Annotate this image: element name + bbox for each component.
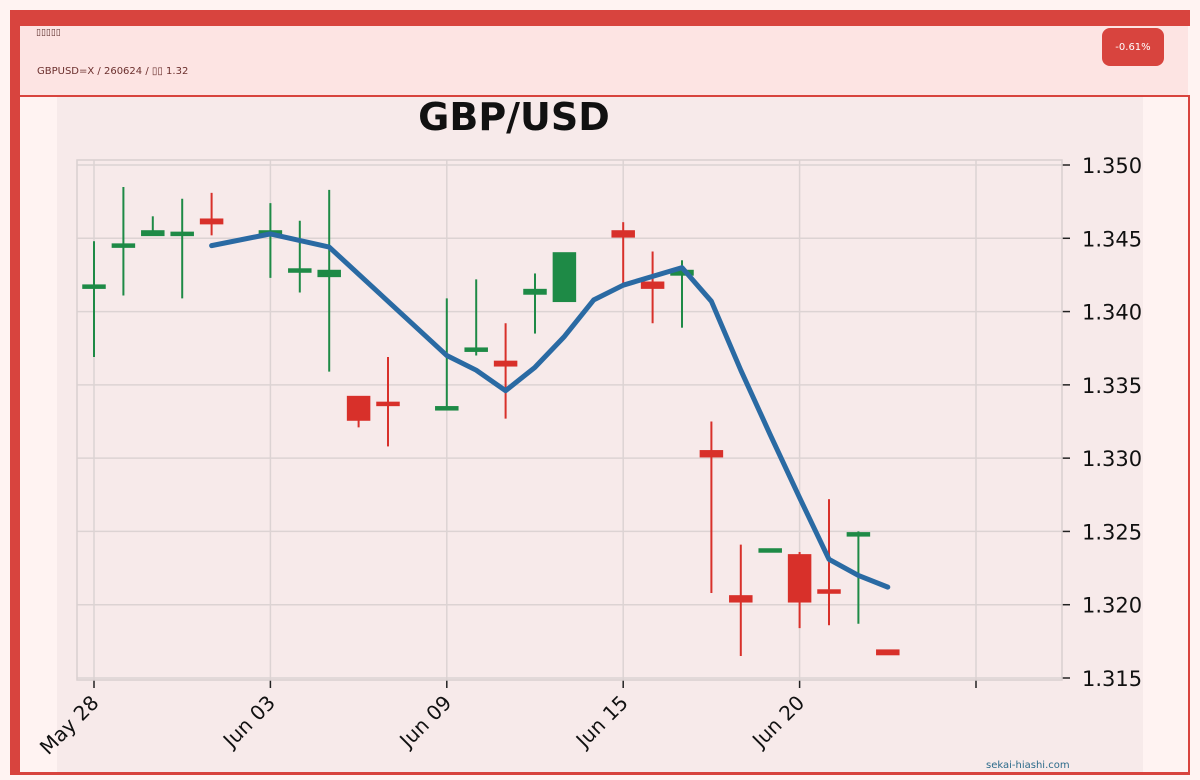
change-badge: -0.61% [1102,28,1164,66]
frame-left-bar [10,10,20,772]
y-tick-label: 1.330 [1082,447,1142,471]
x-tick-label: Jun 09 [393,691,456,754]
candle-body [346,395,371,421]
header-title: ▯▯▯▯▯ [36,28,61,38]
candle-body [523,288,547,295]
candle-body [876,649,900,656]
frame-right-bar [1188,95,1190,775]
header-panel: ▯▯▯▯▯ GBPUSD=X / 260624 / ▯▯ 1.32 -0.61% [20,26,1188,97]
axes [76,159,1070,688]
candle-body [317,269,341,278]
candle-body [699,450,724,458]
candle-body [817,589,841,594]
x-tick-label: Jun 03 [217,691,280,754]
grid-lines [77,160,1062,680]
y-tick-label: 1.320 [1082,594,1142,618]
candle-body [846,532,871,537]
y-tick-label: 1.325 [1082,520,1142,544]
candle-body [464,347,488,352]
candle-body [82,284,106,289]
candle-body [111,243,136,248]
candle-body [376,401,400,407]
y-tick-label: 1.350 [1082,154,1142,178]
candle-body [199,218,224,225]
x-tick-label: Jun 15 [570,691,633,754]
plot-border [76,159,1063,681]
frame-top-bar [10,10,1190,26]
x-tick-label: May 28 [35,691,104,760]
candle-body [787,554,812,603]
candle-body [611,230,635,238]
candle-body [435,406,459,411]
header-subtitle: GBPUSD=X / 260624 / ▯▯ 1.32 [37,66,189,77]
candle-body [288,268,312,273]
y-tick-label: 1.335 [1082,374,1142,398]
watermark-text: sekai-hiashi.com [986,760,1070,771]
candle-body [640,281,665,289]
y-tick-label: 1.340 [1082,301,1142,325]
moving-average-line [209,231,891,590]
moving-average [209,231,891,590]
candle-body [141,230,165,237]
candle-body [170,231,194,237]
frame-bottom-bar [10,772,1190,775]
plot-background [57,97,1143,772]
y-tick-label: 1.315 [1082,667,1142,691]
candle-body [758,548,782,553]
candle-body [729,595,753,603]
chart-title: GBP/USD [418,95,610,139]
x-tick-label: Jun 20 [746,691,809,754]
candle-body [493,360,518,367]
candles [82,186,900,657]
y-tick-label: 1.345 [1082,227,1142,251]
candle-body [552,252,577,303]
